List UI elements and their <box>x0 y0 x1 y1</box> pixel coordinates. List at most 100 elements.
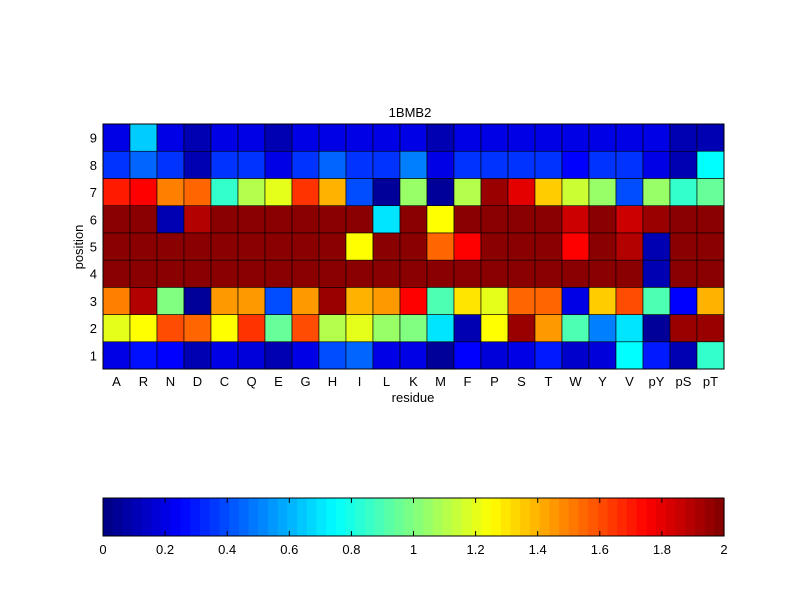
heatmap-cell <box>210 259 239 288</box>
heatmap-cell <box>669 150 698 179</box>
x-tick-label: D <box>193 374 202 389</box>
heatmap-cell <box>129 259 158 288</box>
heatmap-cell <box>156 232 185 261</box>
heatmap-cell <box>561 232 590 261</box>
heatmap-cell <box>183 232 212 261</box>
colorbar-tick-label: 0 <box>99 542 106 557</box>
heatmap-cell <box>372 178 401 206</box>
colorbar-segment <box>471 498 483 536</box>
heatmap-cell <box>318 287 347 315</box>
heatmap-cell <box>210 232 239 261</box>
heatmap-cell <box>156 287 185 315</box>
y-tick-label: 3 <box>90 294 97 309</box>
x-tick-label: I <box>358 374 362 389</box>
heatmap-cell <box>372 205 401 234</box>
colorbar-segment <box>500 498 512 536</box>
x-tick-label: P <box>490 374 499 389</box>
heatmap-cell <box>507 205 536 234</box>
heatmap-cell <box>291 259 320 288</box>
plot-frame <box>102 123 725 370</box>
y-axis-ticks: 1 2 3 4 5 6 7 8 9 <box>90 131 97 364</box>
y-axis-label: position <box>71 225 86 270</box>
colorbar-tick-label: 1.4 <box>529 542 547 557</box>
chart-title: 1BMB2 <box>389 105 432 120</box>
heatmap-cell <box>642 232 671 261</box>
x-tick-label: K <box>409 374 418 389</box>
colorbar-segment <box>355 498 366 536</box>
heatmap-cell <box>345 287 374 315</box>
y-tick-label: 7 <box>90 185 97 200</box>
heatmap-cell <box>264 178 293 206</box>
heatmap-cell <box>453 232 482 261</box>
heatmap-cell <box>615 123 644 152</box>
heatmap-cell <box>318 341 347 370</box>
colorbar-segment <box>306 498 318 536</box>
colorbar-segment <box>190 498 201 536</box>
heatmap-cell <box>318 123 347 152</box>
heatmap-cell <box>129 178 158 206</box>
heatmap-cell <box>480 205 509 234</box>
y-tick-label: 8 <box>90 158 97 173</box>
heatmap-cell <box>642 123 671 152</box>
heatmap-cell <box>426 150 455 179</box>
colorbar-tick-label: 1.2 <box>467 542 485 557</box>
heatmap-cell <box>372 150 401 179</box>
heatmap-cell <box>615 150 644 179</box>
x-tick-label: A <box>112 374 121 389</box>
heatmap-cell <box>399 123 428 152</box>
heatmap-cell <box>669 259 698 288</box>
heatmap-cell <box>507 314 536 343</box>
heatmap-cell <box>426 205 455 234</box>
colorbar-segment <box>103 498 114 536</box>
colorbar-segment <box>597 498 609 536</box>
colorbar-segment <box>267 498 279 536</box>
colorbar-segment <box>694 498 706 536</box>
heatmap-cell <box>129 123 158 152</box>
x-tick-label: G <box>300 374 310 389</box>
heatmap-cell <box>345 314 374 343</box>
heatmap-cell <box>642 341 671 370</box>
heatmap-cell <box>615 259 644 288</box>
colorbar-segment <box>132 498 143 536</box>
heatmap-cell <box>399 341 428 370</box>
heatmap-cell <box>264 259 293 288</box>
colorbar-segment <box>578 498 589 536</box>
heatmap-cell <box>534 205 563 234</box>
heatmap-cell <box>345 259 374 288</box>
heatmap-cell <box>615 178 644 206</box>
heatmap-cell <box>372 259 401 288</box>
heatmap-cell <box>183 314 212 343</box>
colorbar-segment <box>452 498 463 536</box>
colorbar-tick-label: 0.2 <box>156 542 174 557</box>
heatmap-cell <box>318 178 347 206</box>
heatmap-cell <box>426 314 455 343</box>
x-tick-label: Y <box>598 374 607 389</box>
heatmap-cell <box>588 205 617 234</box>
heatmap-cell <box>453 341 482 370</box>
heatmap-cell <box>156 123 185 152</box>
x-tick-label: L <box>383 374 390 389</box>
heatmap-cell <box>642 150 671 179</box>
heatmap-cell <box>642 178 671 206</box>
colorbar-segment <box>704 498 715 536</box>
colorbar-tick-label: 1.8 <box>653 542 671 557</box>
heatmap-cell <box>156 205 185 234</box>
y-tick-label: 2 <box>90 321 97 336</box>
colorbar-segment <box>316 498 327 536</box>
colorbar-segment <box>539 498 550 536</box>
heatmap-cell <box>480 314 509 343</box>
heatmap-cell <box>426 178 455 206</box>
y-tick-label: 5 <box>90 240 97 255</box>
heatmap-cell <box>669 205 698 234</box>
heatmap-cell <box>372 287 401 315</box>
colorbar-segment <box>617 498 628 536</box>
x-tick-label: pT <box>703 374 718 389</box>
colorbar-segment <box>161 498 172 536</box>
heatmap-cell <box>291 205 320 234</box>
heatmap-cell <box>345 178 374 206</box>
heatmap-cell <box>291 287 320 315</box>
heatmap-cell <box>534 341 563 370</box>
heatmap-cell <box>210 205 239 234</box>
